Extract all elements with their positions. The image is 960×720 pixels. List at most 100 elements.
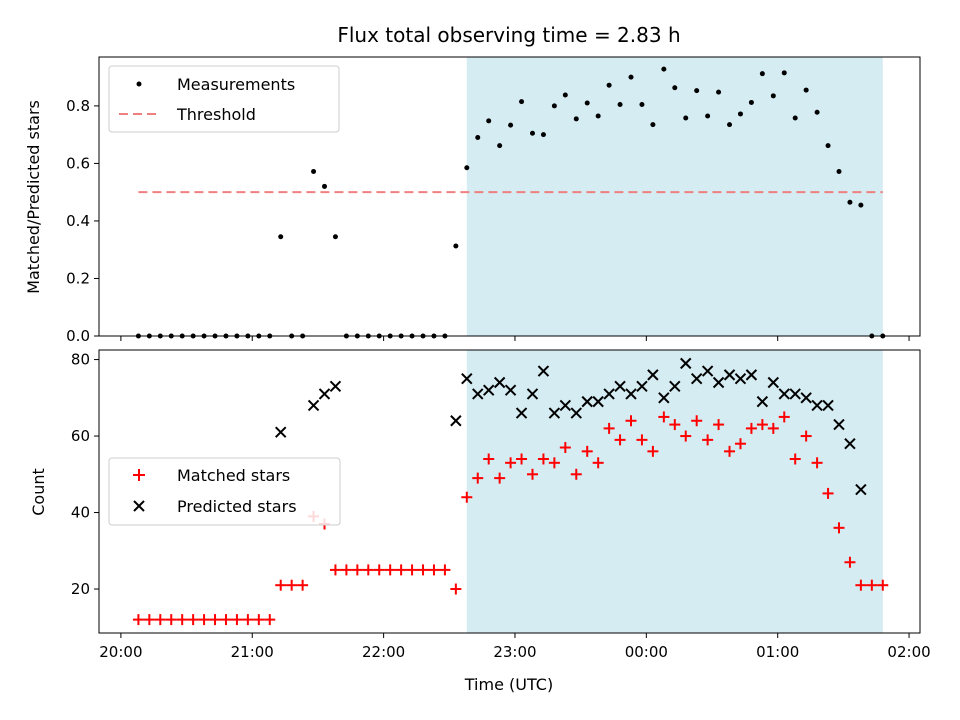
y-tick-label: 40: [71, 504, 90, 522]
measurement-point: [650, 122, 656, 128]
measurement-point: [759, 71, 765, 77]
matched-star-point: [242, 614, 254, 626]
predicted-star-point: [625, 388, 637, 400]
predicted-star-point: [461, 372, 473, 385]
measurement-point: [803, 87, 809, 93]
measurement-point: [617, 101, 623, 107]
measurement-point: [858, 202, 864, 208]
measurement-point: [322, 183, 328, 189]
matched-star-point: [734, 438, 746, 450]
predicted-star-point: [756, 395, 769, 408]
predicted-star-point: [493, 376, 506, 389]
predicted-star-point: [822, 399, 834, 412]
legend-measurements-label: Measurements: [177, 75, 295, 94]
matched-star-point: [756, 419, 768, 431]
top-legend-box: [108, 65, 340, 133]
y-tick-label: 0.4: [66, 212, 90, 230]
matched-star-point: [702, 434, 714, 446]
x-tick-label: 01:00: [756, 643, 799, 661]
predicted-star-point: [658, 392, 670, 404]
measurement-point: [584, 100, 590, 106]
measurement-point: [562, 92, 568, 98]
y-tick-label: 0.6: [66, 154, 90, 172]
predicted-star-point: [680, 357, 692, 370]
matched-star-point: [778, 411, 790, 423]
matched-star-point: [866, 579, 878, 591]
matched-star-point: [143, 614, 155, 626]
measurement-point: [311, 168, 317, 174]
measurement-point: [694, 88, 700, 94]
y-tick-label: 20: [71, 580, 90, 598]
matched-star-point: [636, 434, 648, 446]
matched-star-point: [406, 564, 418, 576]
measurement-point: [628, 74, 634, 80]
measurement-point: [529, 130, 535, 136]
matched-star-point: [329, 564, 341, 576]
measurement-point: [595, 113, 601, 119]
matched-star-point: [275, 579, 287, 591]
measurement-point: [464, 165, 470, 171]
matched-star-point: [286, 579, 298, 591]
matched-star-point: [264, 614, 276, 626]
x-axis-label: Time (UTC): [464, 675, 553, 694]
measurement-point: [606, 82, 612, 88]
measurement-point: [705, 113, 711, 119]
matched-star-point: [592, 457, 604, 469]
predicted-star-point: [307, 399, 320, 412]
predicted-star-point: [482, 384, 495, 396]
observing-window-bottom: [466, 350, 883, 633]
predicted-star-point: [450, 415, 462, 427]
matched-star-point: [811, 457, 823, 469]
matched-star-point: [461, 491, 473, 503]
predicted-star-point: [855, 483, 867, 496]
x-tick-label: 22:00: [362, 643, 405, 661]
top-plot-frame: [98, 56, 921, 337]
predicted-star-point: [636, 380, 648, 393]
matched-star-point: [472, 472, 484, 484]
matched-star-point: [691, 415, 703, 427]
matched-star-point: [395, 564, 407, 576]
measurement-point: [278, 234, 284, 240]
x-tick-label: 20:00: [99, 643, 142, 661]
predicted-star-point: [789, 388, 801, 400]
matched-star-point: [713, 419, 725, 431]
measurement-point: [497, 143, 503, 149]
measurement-point: [847, 199, 853, 205]
predicted-star-point: [844, 437, 856, 450]
predicted-star-point: [603, 388, 615, 400]
matched-star-point: [384, 564, 396, 576]
matched-star-point: [855, 579, 867, 591]
x-tick-label: 23:00: [493, 643, 536, 661]
measurement-point: [781, 70, 787, 76]
matched-star-point: [187, 614, 199, 626]
matched-star-point: [231, 614, 243, 626]
matched-star-point: [833, 522, 845, 534]
measurement-point: [737, 111, 743, 117]
y-tick-label: 0.2: [66, 269, 90, 287]
matched-star-point: [822, 487, 834, 499]
matched-star-point: [494, 472, 506, 484]
matched-star-point: [767, 422, 779, 434]
predicted-star-point: [701, 365, 714, 377]
measurement-point: [573, 116, 579, 122]
matched-star-point: [877, 579, 889, 591]
measurement-point: [836, 168, 842, 174]
matched-star-point: [669, 419, 681, 431]
legend-predicted-marker: [133, 500, 145, 512]
matched-star-point: [362, 564, 374, 576]
measurement-point: [540, 132, 546, 138]
matched-star-point: [209, 614, 221, 626]
matched-star-point: [570, 468, 582, 480]
predicted-star-point: [647, 369, 659, 381]
matched-star-point: [537, 453, 549, 465]
x-tick-label: 00:00: [625, 643, 668, 661]
legend-measurements-marker: [136, 81, 142, 87]
bottom-plot-frame: [98, 349, 921, 634]
measurement-point: [453, 243, 459, 249]
matched-star-point: [176, 614, 188, 626]
predicted-star-point: [592, 395, 604, 408]
matched-star-point: [581, 445, 593, 457]
measurement-point: [683, 115, 689, 121]
measurement-point: [475, 135, 481, 141]
